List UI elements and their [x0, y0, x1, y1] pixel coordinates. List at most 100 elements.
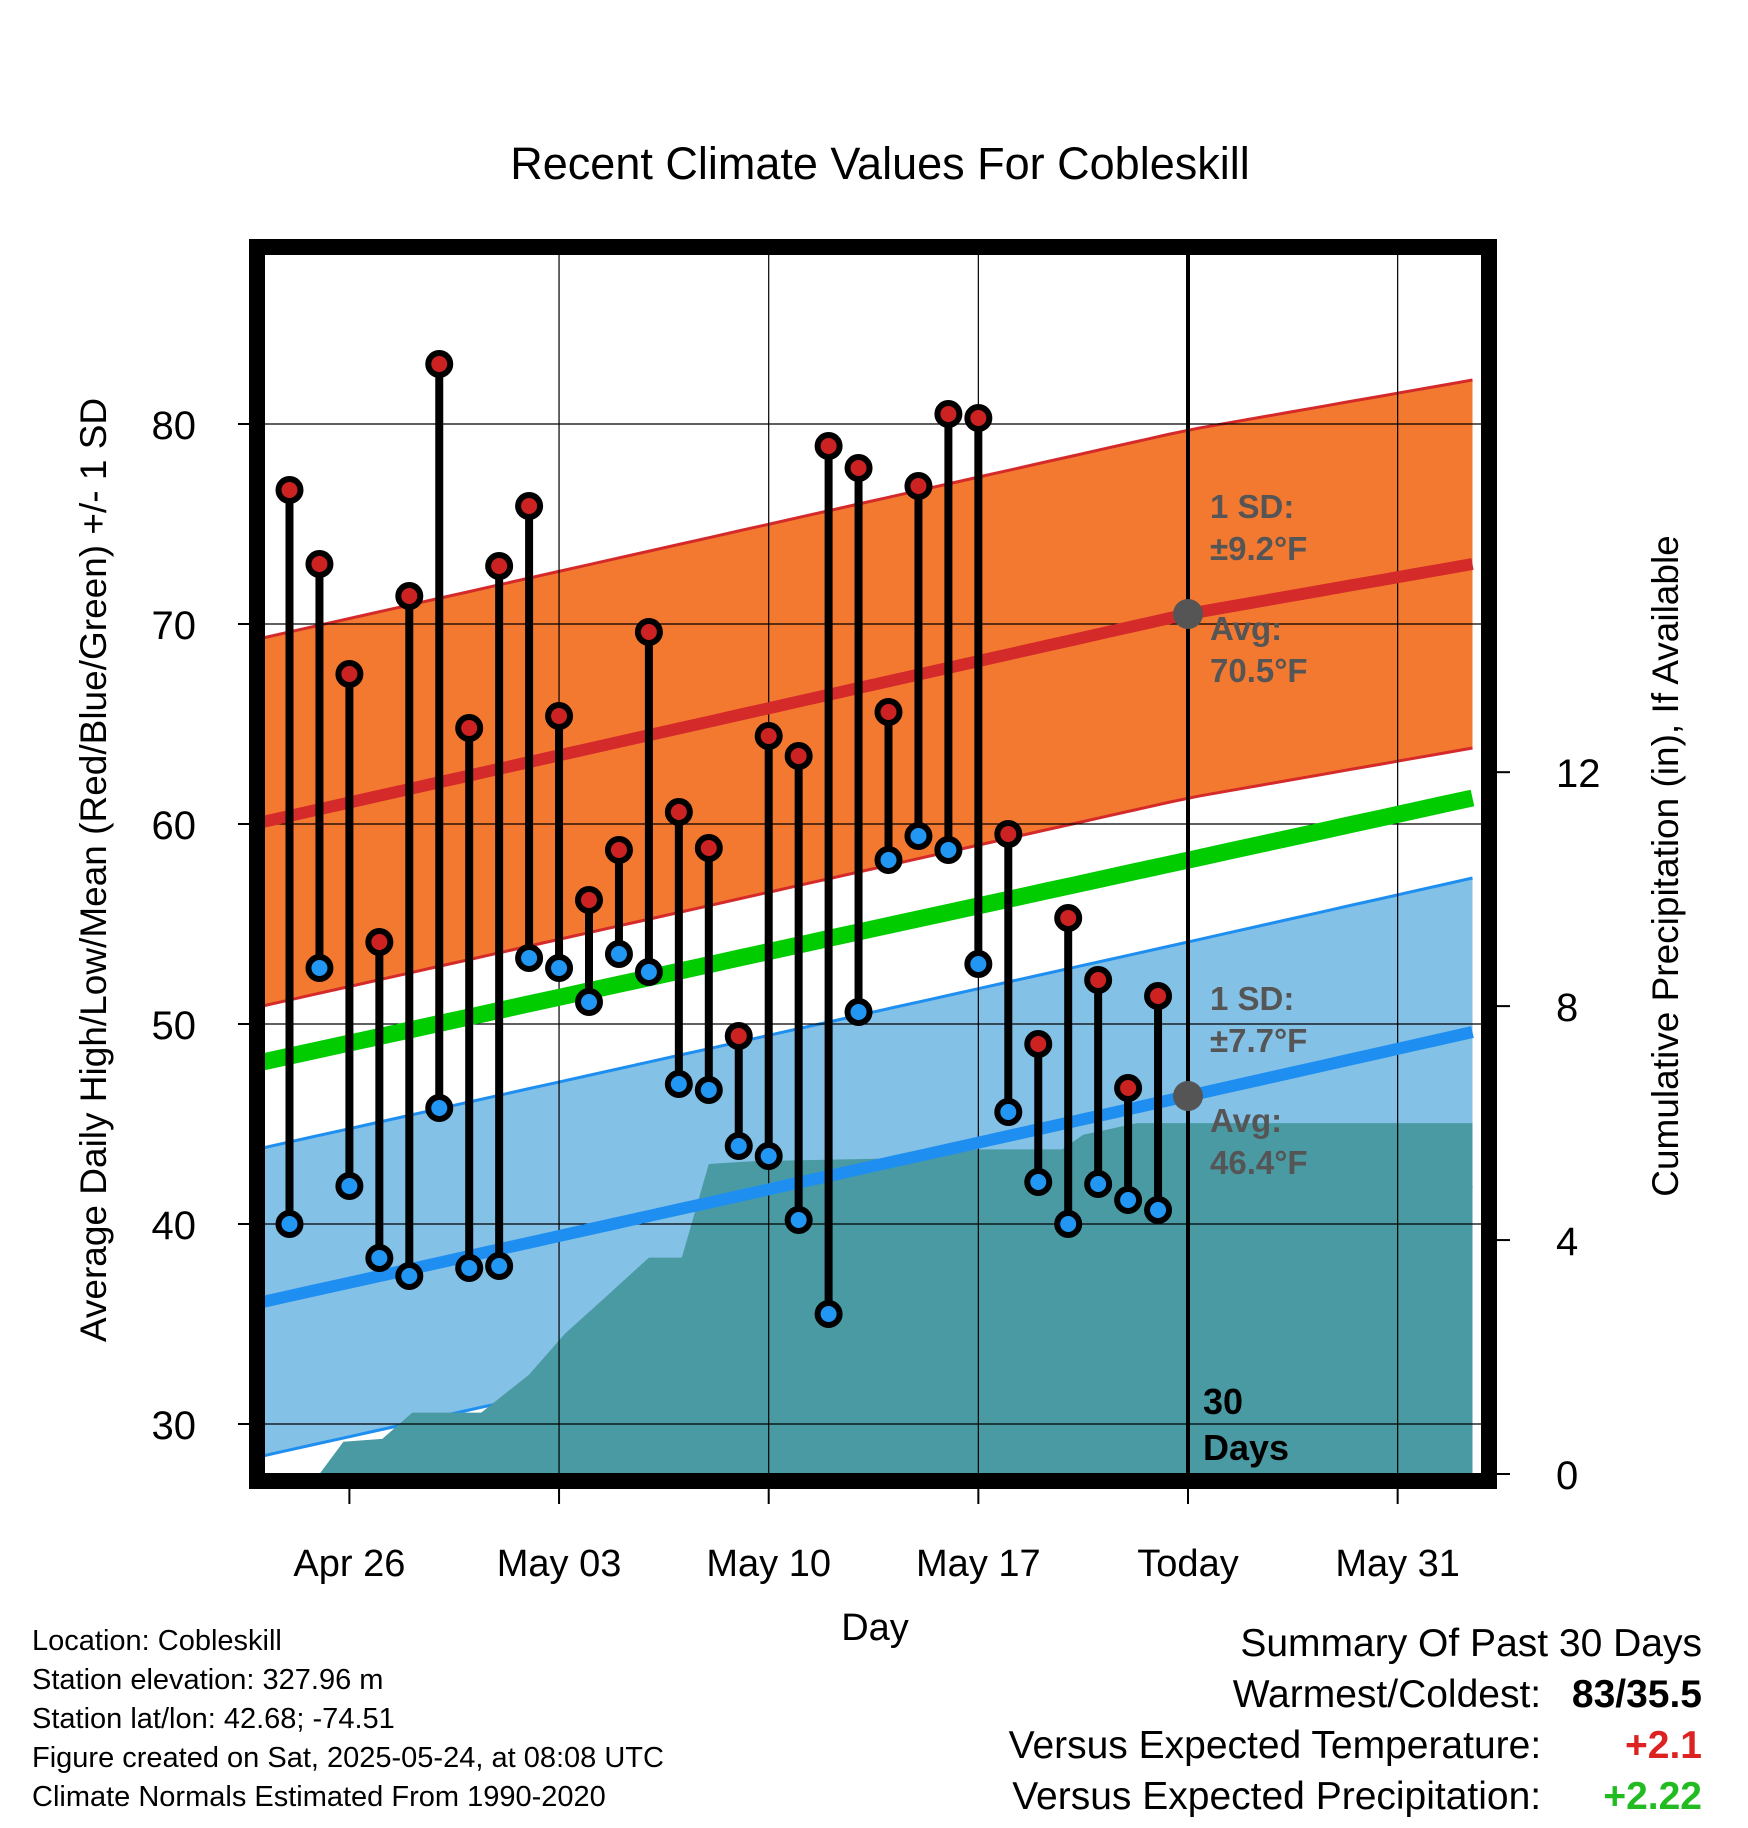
low-sd-label: 1 SD: — [1210, 980, 1294, 1017]
x-tick-label: May 03 — [497, 1543, 622, 1585]
daily-low-point — [814, 1300, 843, 1328]
daily-high-point — [575, 886, 603, 914]
y-tick-label: 50 — [152, 1004, 197, 1048]
daily-low-point — [515, 944, 544, 972]
daily-high-point — [664, 798, 693, 826]
daily-high-point — [365, 928, 394, 956]
days-word-label: Days — [1203, 1427, 1289, 1468]
y2-tick-label: 12 — [1556, 752, 1601, 796]
daily-high-point — [395, 582, 424, 610]
daily-low-point — [545, 954, 574, 982]
daily-low-point — [455, 1254, 484, 1282]
daily-low-point — [485, 1252, 514, 1280]
high-avg-label: Avg: — [1210, 610, 1282, 647]
daily-low-point — [425, 1094, 454, 1122]
x-tick-label: Today — [1137, 1543, 1238, 1585]
daily-low-point — [784, 1206, 813, 1234]
x-tick-label: Apr 26 — [293, 1543, 405, 1585]
daily-low-point — [335, 1172, 364, 1200]
y2-tick-label: 4 — [1556, 1220, 1578, 1264]
days-count-label: 30 — [1203, 1381, 1243, 1422]
daily-low-point — [634, 958, 663, 986]
daily-low-point — [1114, 1186, 1143, 1214]
daily-high-point — [305, 550, 334, 578]
y-tick-label: 60 — [152, 804, 197, 848]
summary-heading: Summary Of Past 30 Days — [1240, 1622, 1702, 1665]
daily-high-point — [694, 834, 723, 862]
daily-high-point — [485, 552, 514, 580]
temp-value: +2.1 — [1625, 1724, 1702, 1767]
precip-value: +2.22 — [1603, 1775, 1702, 1818]
summary-precip-row: Versus Expected Precipitation: +2.22 — [1009, 1771, 1702, 1822]
daily-low-point — [1084, 1170, 1113, 1198]
daily-low-point — [694, 1076, 723, 1104]
precipitation-area — [319, 1123, 1473, 1474]
low-avg-today-marker — [1173, 1081, 1203, 1111]
daily-low-point — [844, 998, 873, 1026]
daily-low-point — [934, 836, 963, 864]
y-axis-label: Average Daily High/Low/Mean (Red/Blue/Gr… — [73, 398, 114, 1342]
daily-high-point — [844, 454, 873, 482]
chart-annotations: 1 SD: ±9.2°F Avg: 70.5°F 1 SD: ±7.7°F Av… — [1203, 488, 1308, 1468]
axes: 30 40 50 60 70 80 0 4 8 12 Apr 26 May 03 May 10 May 1… — [152, 239, 1601, 1585]
low-avg-value: 46.4°F — [1210, 1144, 1308, 1181]
daily-high-point — [1054, 904, 1083, 932]
daily-low-point — [994, 1098, 1023, 1126]
high-band-upper-edge — [253, 378, 1473, 642]
high-sd-value: ±9.2°F — [1210, 530, 1307, 567]
daily-low-point — [964, 950, 993, 978]
daily-low-point — [575, 988, 603, 1016]
daily-high-point — [515, 492, 544, 520]
y-tick-label: 80 — [152, 404, 197, 448]
daily-high-point — [275, 476, 304, 504]
high-avg-value: 70.5°F — [1210, 652, 1308, 689]
created-text: Figure created on Sat, 2025-05-24, at 08… — [32, 1742, 664, 1774]
daily-low-point — [395, 1262, 424, 1290]
high-avg-today-marker — [1173, 599, 1203, 629]
daily-low-point — [904, 822, 933, 850]
daily-high-point — [904, 472, 933, 500]
high-normal-line — [252, 558, 1474, 830]
daily-high-point — [1114, 1074, 1143, 1102]
station-info: Location: Cobleskill Station elevation: … — [32, 1622, 664, 1817]
daily-high-point — [1144, 982, 1173, 1010]
daily-high-point — [874, 698, 903, 726]
high-band-lower-edge — [253, 746, 1473, 1010]
daily-low-point — [1024, 1168, 1053, 1196]
y2-tick-label: 0 — [1556, 1454, 1578, 1498]
daily-high-point — [784, 742, 813, 770]
daily-high-point — [1084, 966, 1113, 994]
daily-low-point — [1144, 1196, 1173, 1224]
location-text: Location: Cobleskill — [32, 1625, 282, 1657]
x-axis-label: Day — [841, 1607, 909, 1649]
low-sd-value: ±7.7°F — [1210, 1022, 1307, 1059]
daily-high-point — [425, 350, 454, 378]
daily-low-point — [305, 954, 334, 982]
daily-low-point — [365, 1244, 394, 1272]
x-tick-label: May 31 — [1335, 1543, 1460, 1585]
daily-low-point — [275, 1210, 304, 1238]
summary-temp-row: Versus Expected Temperature: +2.1 — [1009, 1720, 1702, 1771]
precip-label: Versus Expected Precipitation: — [1012, 1775, 1542, 1818]
plot-area — [251, 254, 1482, 1474]
daily-high-point — [964, 404, 993, 432]
y2-tick-label: 8 — [1556, 986, 1578, 1030]
y-tick-label: 30 — [152, 1404, 197, 1448]
daily-high-point — [724, 1022, 753, 1050]
mean-normal-line — [251, 789, 1475, 1073]
high-sd-label: 1 SD: — [1210, 488, 1294, 525]
daily-high-point — [604, 836, 633, 864]
y2-axis-label: Cumulative Precipitation (in), If Availa… — [1645, 535, 1686, 1197]
x-tick-label: May 10 — [706, 1543, 831, 1585]
daily-low-point — [724, 1132, 753, 1160]
plot-frame — [249, 239, 1497, 1489]
normals-text: Climate Normals Estimated From 1990-2020 — [32, 1781, 606, 1813]
chart-title: Recent Climate Values For Cobleskill — [510, 138, 1249, 189]
daily-high-point — [754, 722, 783, 750]
daily-high-point — [1024, 1030, 1053, 1058]
warmest-label: Warmest/Coldest: — [1232, 1673, 1542, 1716]
daily-high-point — [814, 432, 843, 460]
daily-low-point — [1054, 1210, 1083, 1238]
y-tick-label: 70 — [152, 604, 197, 648]
warmest-value: 83/35.5 — [1571, 1673, 1702, 1716]
